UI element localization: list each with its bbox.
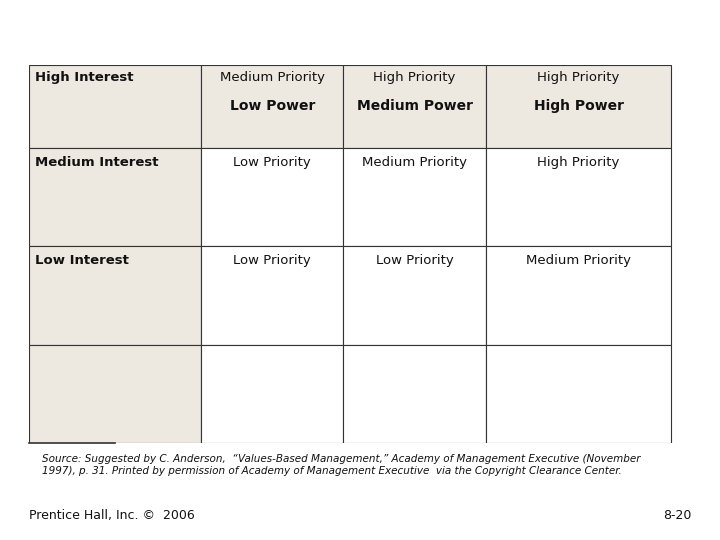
Bar (486, 246, 671, 345)
Bar (486, 345, 671, 443)
Bar (486, 148, 671, 246)
Text: Source: Suggested by C. Anderson,  “Values-Based Management,” Academy of Managem: Source: Suggested by C. Anderson, “Value… (42, 454, 641, 476)
Text: 8-20: 8-20 (663, 509, 691, 522)
Text: High Interest: High Interest (35, 71, 134, 84)
Bar (29, 345, 201, 443)
Bar (486, 65, 671, 148)
Text: High Power: High Power (534, 99, 624, 113)
Text: Low Priority: Low Priority (376, 254, 454, 267)
Text: Medium Priority: Medium Priority (526, 254, 631, 267)
Bar (29, 148, 201, 246)
Text: Low Interest: Low Interest (35, 254, 130, 267)
Bar (29, 65, 201, 148)
Text: Prentice Hall, Inc. ©  2006: Prentice Hall, Inc. © 2006 (29, 509, 194, 522)
Text: Low Power: Low Power (230, 99, 315, 113)
Text: Medium Interest: Medium Interest (35, 156, 159, 169)
Bar (343, 345, 486, 443)
Text: Low Priority: Low Priority (233, 254, 311, 267)
Bar (201, 345, 343, 443)
Text: Medium Priority: Medium Priority (362, 156, 467, 169)
Bar (201, 246, 343, 345)
Text: High Priority: High Priority (537, 71, 620, 84)
Text: Medium Priority: Medium Priority (220, 71, 325, 84)
Bar (29, 246, 201, 345)
Text: Stakeholder Priority Matrix: Stakeholder Priority Matrix (406, 16, 706, 35)
Bar (201, 148, 343, 246)
Text: Medium Power: Medium Power (356, 99, 472, 113)
Bar (343, 246, 486, 345)
Bar (343, 65, 486, 148)
Bar (201, 65, 343, 148)
Text: Low Priority: Low Priority (233, 156, 311, 169)
Text: High Priority: High Priority (537, 156, 620, 169)
Bar (343, 148, 486, 246)
Text: High Priority: High Priority (374, 71, 456, 84)
